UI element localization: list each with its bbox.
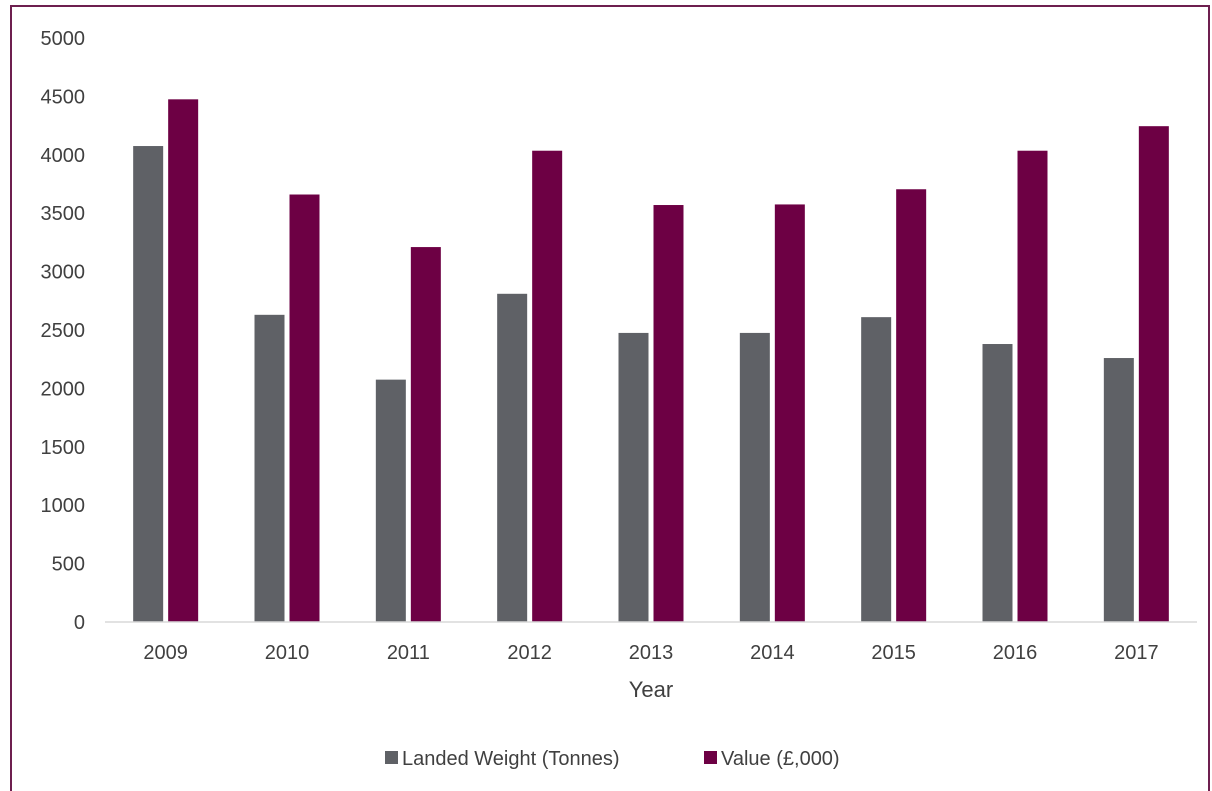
x-tick-label: 2013 <box>629 642 674 664</box>
y-tick-label: 4000 <box>41 145 86 167</box>
x-tick-label: 2017 <box>1114 642 1159 664</box>
bar-landed-weight-2012 <box>497 293 528 622</box>
bar-value-2013 <box>653 205 684 623</box>
bar-value-2014 <box>774 204 805 622</box>
x-tick-label: 2012 <box>507 642 552 664</box>
y-tick-label: 3500 <box>41 203 86 225</box>
x-tick-label: 2010 <box>265 642 310 664</box>
bar-landed-weight-2016 <box>982 344 1013 622</box>
chart-frame <box>10 5 1210 791</box>
bar-landed-weight-2015 <box>861 317 892 622</box>
bar-landed-weight-2009 <box>133 146 164 623</box>
x-tick-label: 2015 <box>871 642 916 664</box>
bar-landed-weight-2017 <box>1103 358 1134 622</box>
x-axis: 2009 2010 2011 2012 2013 2014 2015 2016 2017 <box>143 642 1158 664</box>
y-tick-label: 4500 <box>41 86 86 108</box>
legend: Landed Weight (Tonnes) Value (£,000) <box>385 748 840 770</box>
legend-swatch-landed-weight <box>385 751 398 764</box>
y-tick-label: 0 <box>74 612 85 634</box>
bars <box>133 99 1169 623</box>
y-tick-label: 2500 <box>41 320 86 342</box>
bar-value-2011 <box>410 247 441 622</box>
x-axis-title: Year <box>629 677 673 702</box>
y-tick-label: 500 <box>52 554 85 576</box>
legend-swatch-value <box>704 751 717 764</box>
y-tick-label: 1500 <box>41 437 86 459</box>
bar-value-2016 <box>1017 150 1048 622</box>
y-tick-label: 3000 <box>41 262 86 284</box>
bar-landed-weight-2014 <box>739 332 770 622</box>
bar-value-2017 <box>1138 126 1169 623</box>
legend-label-value: Value (£,000) <box>721 748 840 770</box>
y-tick-label: 1000 <box>41 495 86 517</box>
bar-landed-weight-2011 <box>375 379 406 622</box>
bar-landed-weight-2010 <box>254 314 285 622</box>
y-axis: 0 500 1000 1500 2000 2500 3000 3500 4000 4500 5000 <box>41 28 86 634</box>
x-tick-label: 2009 <box>143 642 188 664</box>
bar-value-2009 <box>168 99 199 622</box>
x-tick-label: 2016 <box>993 642 1038 664</box>
y-tick-label: 5000 <box>41 28 86 50</box>
bar-value-2012 <box>532 150 563 622</box>
x-tick-label: 2011 <box>387 642 430 664</box>
bar-value-2010 <box>289 194 320 622</box>
bar-landed-weight-2013 <box>618 332 649 622</box>
legend-label-landed-weight: Landed Weight (Tonnes) <box>402 748 620 770</box>
x-tick-label: 2014 <box>750 642 795 664</box>
bar-value-2015 <box>896 189 927 623</box>
y-tick-label: 2000 <box>41 378 86 400</box>
